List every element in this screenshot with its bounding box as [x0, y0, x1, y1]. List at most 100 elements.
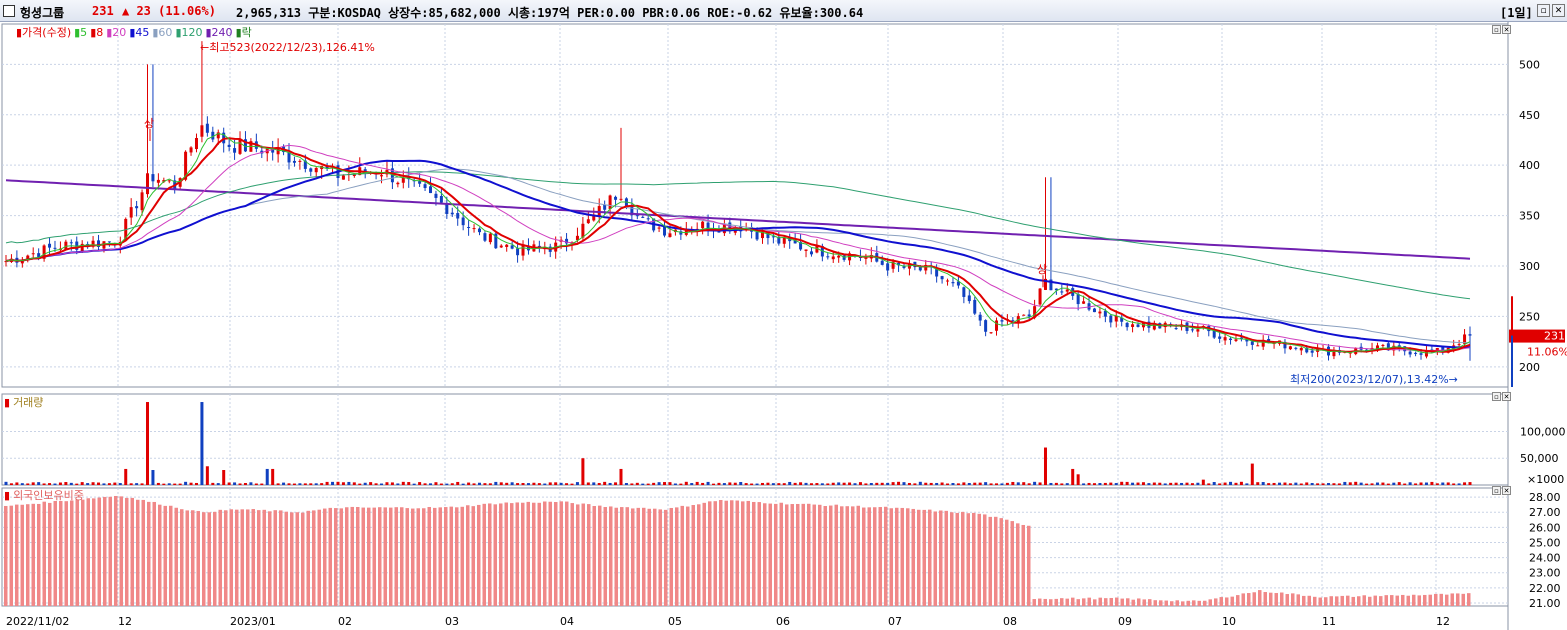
foreign-ownership-bar	[823, 506, 827, 606]
volume-bar	[886, 482, 890, 485]
foreign-ownership-bar	[1258, 590, 1262, 606]
legend-item[interactable]: ▮120	[175, 26, 203, 39]
volume-bar	[918, 481, 922, 485]
volume-bar	[956, 483, 960, 485]
foreign-ownership-bar	[763, 503, 767, 606]
foreign-ownership-bar	[218, 509, 222, 606]
volume-bar	[1414, 483, 1418, 485]
price-candle	[488, 233, 492, 243]
foreign-ownership-bar	[570, 503, 574, 606]
volume-bar	[1256, 482, 1260, 485]
legend-item[interactable]: ▮5	[74, 26, 88, 39]
legend-item[interactable]: ▮8	[90, 26, 104, 39]
volume-bar	[309, 483, 313, 485]
foreign-ownership-bar	[1010, 521, 1014, 606]
price-candle	[129, 207, 133, 218]
foreign-ownership-bar	[1181, 601, 1185, 606]
volume-bar	[1043, 447, 1047, 485]
volume-bar	[712, 483, 716, 485]
volume-bar	[1180, 482, 1184, 485]
legend-item[interactable]: ▮락	[235, 26, 252, 39]
foreign-ownership-bar	[81, 499, 85, 606]
foreign-ownership-bar	[20, 504, 24, 606]
restore-button[interactable]: ▫	[1537, 4, 1550, 17]
price-candle	[864, 257, 868, 259]
volume-bar	[913, 483, 917, 485]
volume-bar	[1441, 482, 1445, 485]
price-candle	[918, 266, 922, 271]
price-candle	[946, 280, 950, 282]
legend-item[interactable]: ▮240	[205, 26, 233, 39]
volume-bar	[1174, 482, 1178, 485]
foreign-ownership-bar	[97, 497, 101, 606]
legend-item[interactable]: ▮가격(수정)	[16, 26, 72, 39]
volume-bar	[897, 481, 901, 485]
close-button[interactable]: ✕	[1552, 4, 1565, 17]
foreign-ownership-bar	[988, 516, 992, 606]
stock-chart[interactable]: ←최고523(2022/12/23),126.41% 최저200(2023/12/…	[0, 22, 1567, 630]
foreign-ownership-bar	[196, 511, 200, 606]
volume-bar	[614, 482, 618, 485]
foreign-ownership-bar	[372, 507, 376, 606]
price-candle	[956, 281, 960, 286]
price-candle	[717, 231, 721, 233]
volume-panel[interactable]	[4, 402, 1472, 485]
foreign-ownership-bar	[75, 499, 79, 606]
foreign-ownership-bar	[499, 503, 503, 606]
period-button[interactable]: [1일]	[1500, 6, 1533, 20]
volume-bar	[679, 483, 683, 485]
panel-frame	[1, 23, 1509, 388]
foreign-ownership-bar	[1192, 600, 1196, 606]
panel-close-icon[interactable]: ✕	[1502, 25, 1511, 34]
price-candle	[418, 181, 422, 184]
volume-bar	[75, 483, 79, 485]
foreign-legend: ▮ 외국인보유비중	[4, 489, 84, 502]
panel-close-icon[interactable]: ✕	[1502, 392, 1511, 401]
legend-item[interactable]: ▮60	[152, 26, 173, 39]
price-panel[interactable]: ←최고523(2022/12/23),126.41% 최저200(2023/12/…	[4, 41, 1472, 386]
price-candle	[1060, 291, 1064, 293]
volume-bar	[341, 482, 345, 485]
panel-close-icon[interactable]: ✕	[1502, 486, 1511, 495]
volume-bar	[951, 483, 955, 485]
panel-restore-icon[interactable]: ▫	[1492, 392, 1501, 401]
foreign-ownership-bar	[290, 512, 294, 606]
foreign-ownership-bar	[939, 510, 943, 606]
panel-restore-icon[interactable]: ▫	[1492, 25, 1501, 34]
foreign-ownership-bar	[119, 496, 123, 606]
price-candle	[1109, 315, 1113, 323]
foreign-ownership-bar	[4, 505, 8, 606]
legend-item[interactable]: ▮20	[106, 26, 127, 39]
foreign-ownership-bar	[1175, 600, 1179, 606]
foreign-ownership-bar	[565, 501, 569, 606]
price-candle	[1136, 324, 1140, 327]
foreign-ownership-bar	[339, 508, 343, 606]
price-candle	[1125, 322, 1129, 328]
foreign-ownership-bar	[598, 505, 602, 606]
volume-bar	[412, 483, 416, 485]
foreign-ownership-bar	[26, 504, 30, 606]
volume-bar	[978, 482, 982, 485]
foreign-ownership-bar	[1373, 595, 1377, 606]
legend-item[interactable]: ▮45	[129, 26, 150, 39]
volume-bar	[4, 481, 8, 485]
foreign-ownership-bar	[1109, 597, 1113, 606]
volume-bar	[107, 483, 111, 485]
price-candle	[167, 180, 171, 182]
volume-bar	[265, 468, 269, 485]
foreign-ownership-bar	[845, 506, 849, 606]
price-tick-label: 250	[1519, 310, 1540, 323]
price-candle	[1305, 347, 1309, 353]
price-candle	[581, 223, 585, 238]
foreign-ownership-panel[interactable]	[4, 495, 1471, 606]
select-checkbox[interactable]	[3, 5, 15, 17]
volume-bar	[1468, 482, 1472, 485]
volume-bar	[467, 482, 471, 485]
volume-bar	[1169, 482, 1173, 485]
volume-bar	[205, 466, 209, 485]
foreign-ownership-bar	[301, 512, 305, 606]
foreign-ownership-bar	[1423, 594, 1427, 606]
panel-restore-icon[interactable]: ▫	[1492, 486, 1501, 495]
price-candle	[657, 227, 661, 229]
foreign-ownership-bar	[812, 504, 816, 606]
